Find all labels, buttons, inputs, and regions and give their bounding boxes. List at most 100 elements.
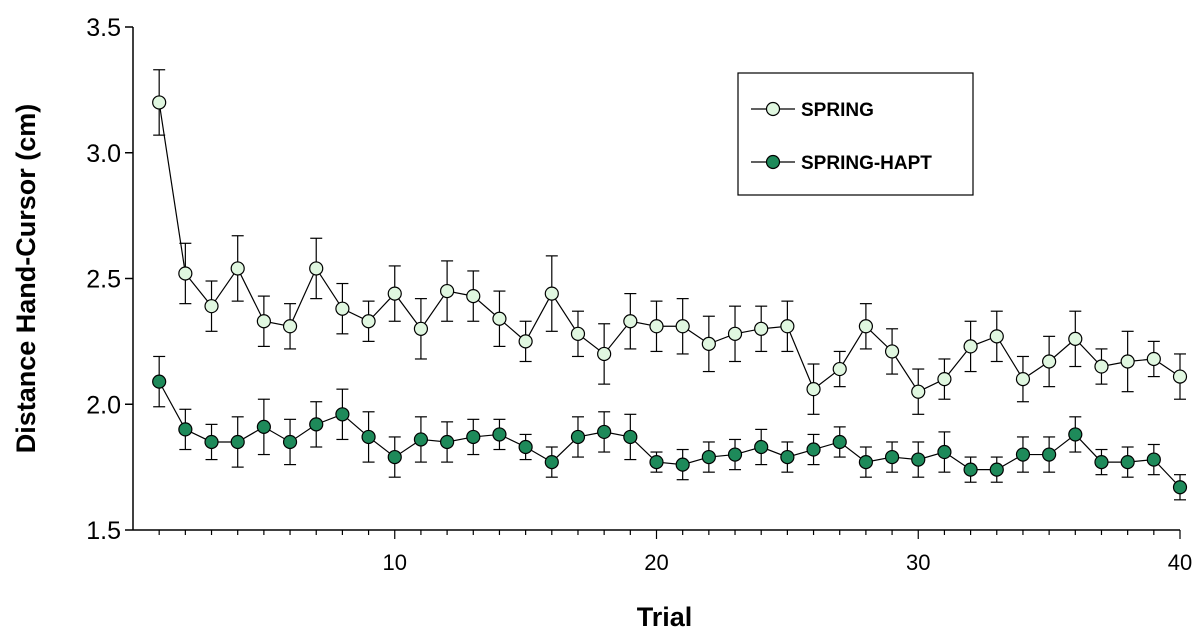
data-point <box>413 432 429 447</box>
data-point <box>1094 359 1109 374</box>
data-point <box>518 439 533 455</box>
data-point <box>597 346 612 362</box>
series-spring <box>152 69 1188 415</box>
data-point <box>570 326 586 341</box>
data-point <box>1042 354 1057 369</box>
data-point <box>544 286 559 301</box>
data-point <box>335 301 350 316</box>
y-tick-label: 2.0 <box>86 391 121 419</box>
data-point <box>544 454 559 470</box>
x-tick-label: 10 <box>383 550 407 575</box>
legend-box <box>737 72 974 196</box>
data-point <box>204 434 219 450</box>
data-point <box>361 429 376 445</box>
legend-marker <box>765 101 781 117</box>
data-point <box>570 429 586 445</box>
data-point <box>989 329 1004 344</box>
data-point <box>1146 351 1161 367</box>
series-layer <box>152 69 1188 501</box>
data-point <box>256 314 271 329</box>
data-point <box>492 311 507 326</box>
data-point <box>911 384 926 399</box>
data-point <box>884 449 900 465</box>
data-point <box>1120 454 1135 470</box>
legend-marker <box>765 154 781 170</box>
data-point <box>727 447 743 462</box>
data-point <box>884 344 900 359</box>
x-tick-label: 20 <box>644 550 668 575</box>
data-point <box>806 442 821 457</box>
data-point <box>963 339 978 354</box>
data-point <box>754 321 769 336</box>
data-point <box>701 449 716 465</box>
series-spring-hapt <box>152 355 1188 501</box>
data-point <box>387 286 402 301</box>
data-point <box>282 434 298 450</box>
data-point <box>230 434 245 450</box>
data-point <box>518 334 533 349</box>
data-point <box>440 434 455 450</box>
data-point <box>309 261 324 276</box>
data-point <box>989 462 1004 477</box>
y-axis-title: Distance Hand-Cursor (cm) <box>11 104 41 454</box>
data-point <box>832 434 847 450</box>
data-point <box>675 457 690 472</box>
data-point <box>1068 331 1083 346</box>
data-point <box>335 407 350 422</box>
data-point <box>1120 354 1135 369</box>
data-point <box>309 417 324 432</box>
data-point <box>780 449 795 465</box>
x-tick-label: 30 <box>906 550 930 575</box>
data-point <box>911 452 926 467</box>
data-point <box>152 95 167 110</box>
data-point <box>727 326 743 341</box>
legend-label: SPRING <box>801 100 874 121</box>
data-point <box>649 319 664 334</box>
data-point <box>675 319 690 334</box>
series-line <box>158 381 1181 488</box>
data-point <box>282 319 298 334</box>
data-point <box>597 424 612 440</box>
data-point <box>178 266 193 281</box>
data-point <box>1068 427 1083 442</box>
y-tick-label: 2.5 <box>86 266 121 294</box>
y-tick-label: 1.5 <box>86 517 121 545</box>
legend: SPRING SPRING-HAPT <box>737 72 974 196</box>
axes: 1.5 2.0 2.5 3.0 3.5 10 20 30 40 <box>86 14 1192 575</box>
data-point <box>204 299 219 314</box>
data-point <box>1094 454 1109 470</box>
series-line <box>158 102 1181 393</box>
data-point <box>256 419 271 434</box>
data-point <box>937 444 952 460</box>
data-point <box>387 449 402 465</box>
data-point <box>649 454 664 470</box>
data-point <box>1172 480 1188 495</box>
data-point <box>178 422 193 437</box>
data-point <box>937 372 952 387</box>
data-point <box>1172 369 1188 384</box>
data-point <box>701 336 716 351</box>
data-point <box>230 261 245 276</box>
data-point <box>832 361 847 377</box>
data-point <box>466 289 481 304</box>
data-point <box>623 314 638 329</box>
data-point <box>1015 372 1031 387</box>
data-point <box>1042 447 1057 462</box>
data-point <box>780 319 795 334</box>
data-point <box>623 429 638 445</box>
legend-label: SPRING-HAPT <box>801 153 932 174</box>
x-axis-title: Trial <box>637 602 693 632</box>
data-point <box>361 314 376 329</box>
data-point <box>858 454 874 470</box>
x-tick-label: 40 <box>1168 550 1192 575</box>
y-tick-label: 3.5 <box>86 14 121 42</box>
data-point <box>806 382 821 397</box>
data-point <box>754 439 769 455</box>
data-point <box>963 462 978 477</box>
data-point <box>1015 447 1031 462</box>
data-point <box>858 319 874 334</box>
data-point <box>466 429 481 445</box>
data-point <box>413 321 429 336</box>
